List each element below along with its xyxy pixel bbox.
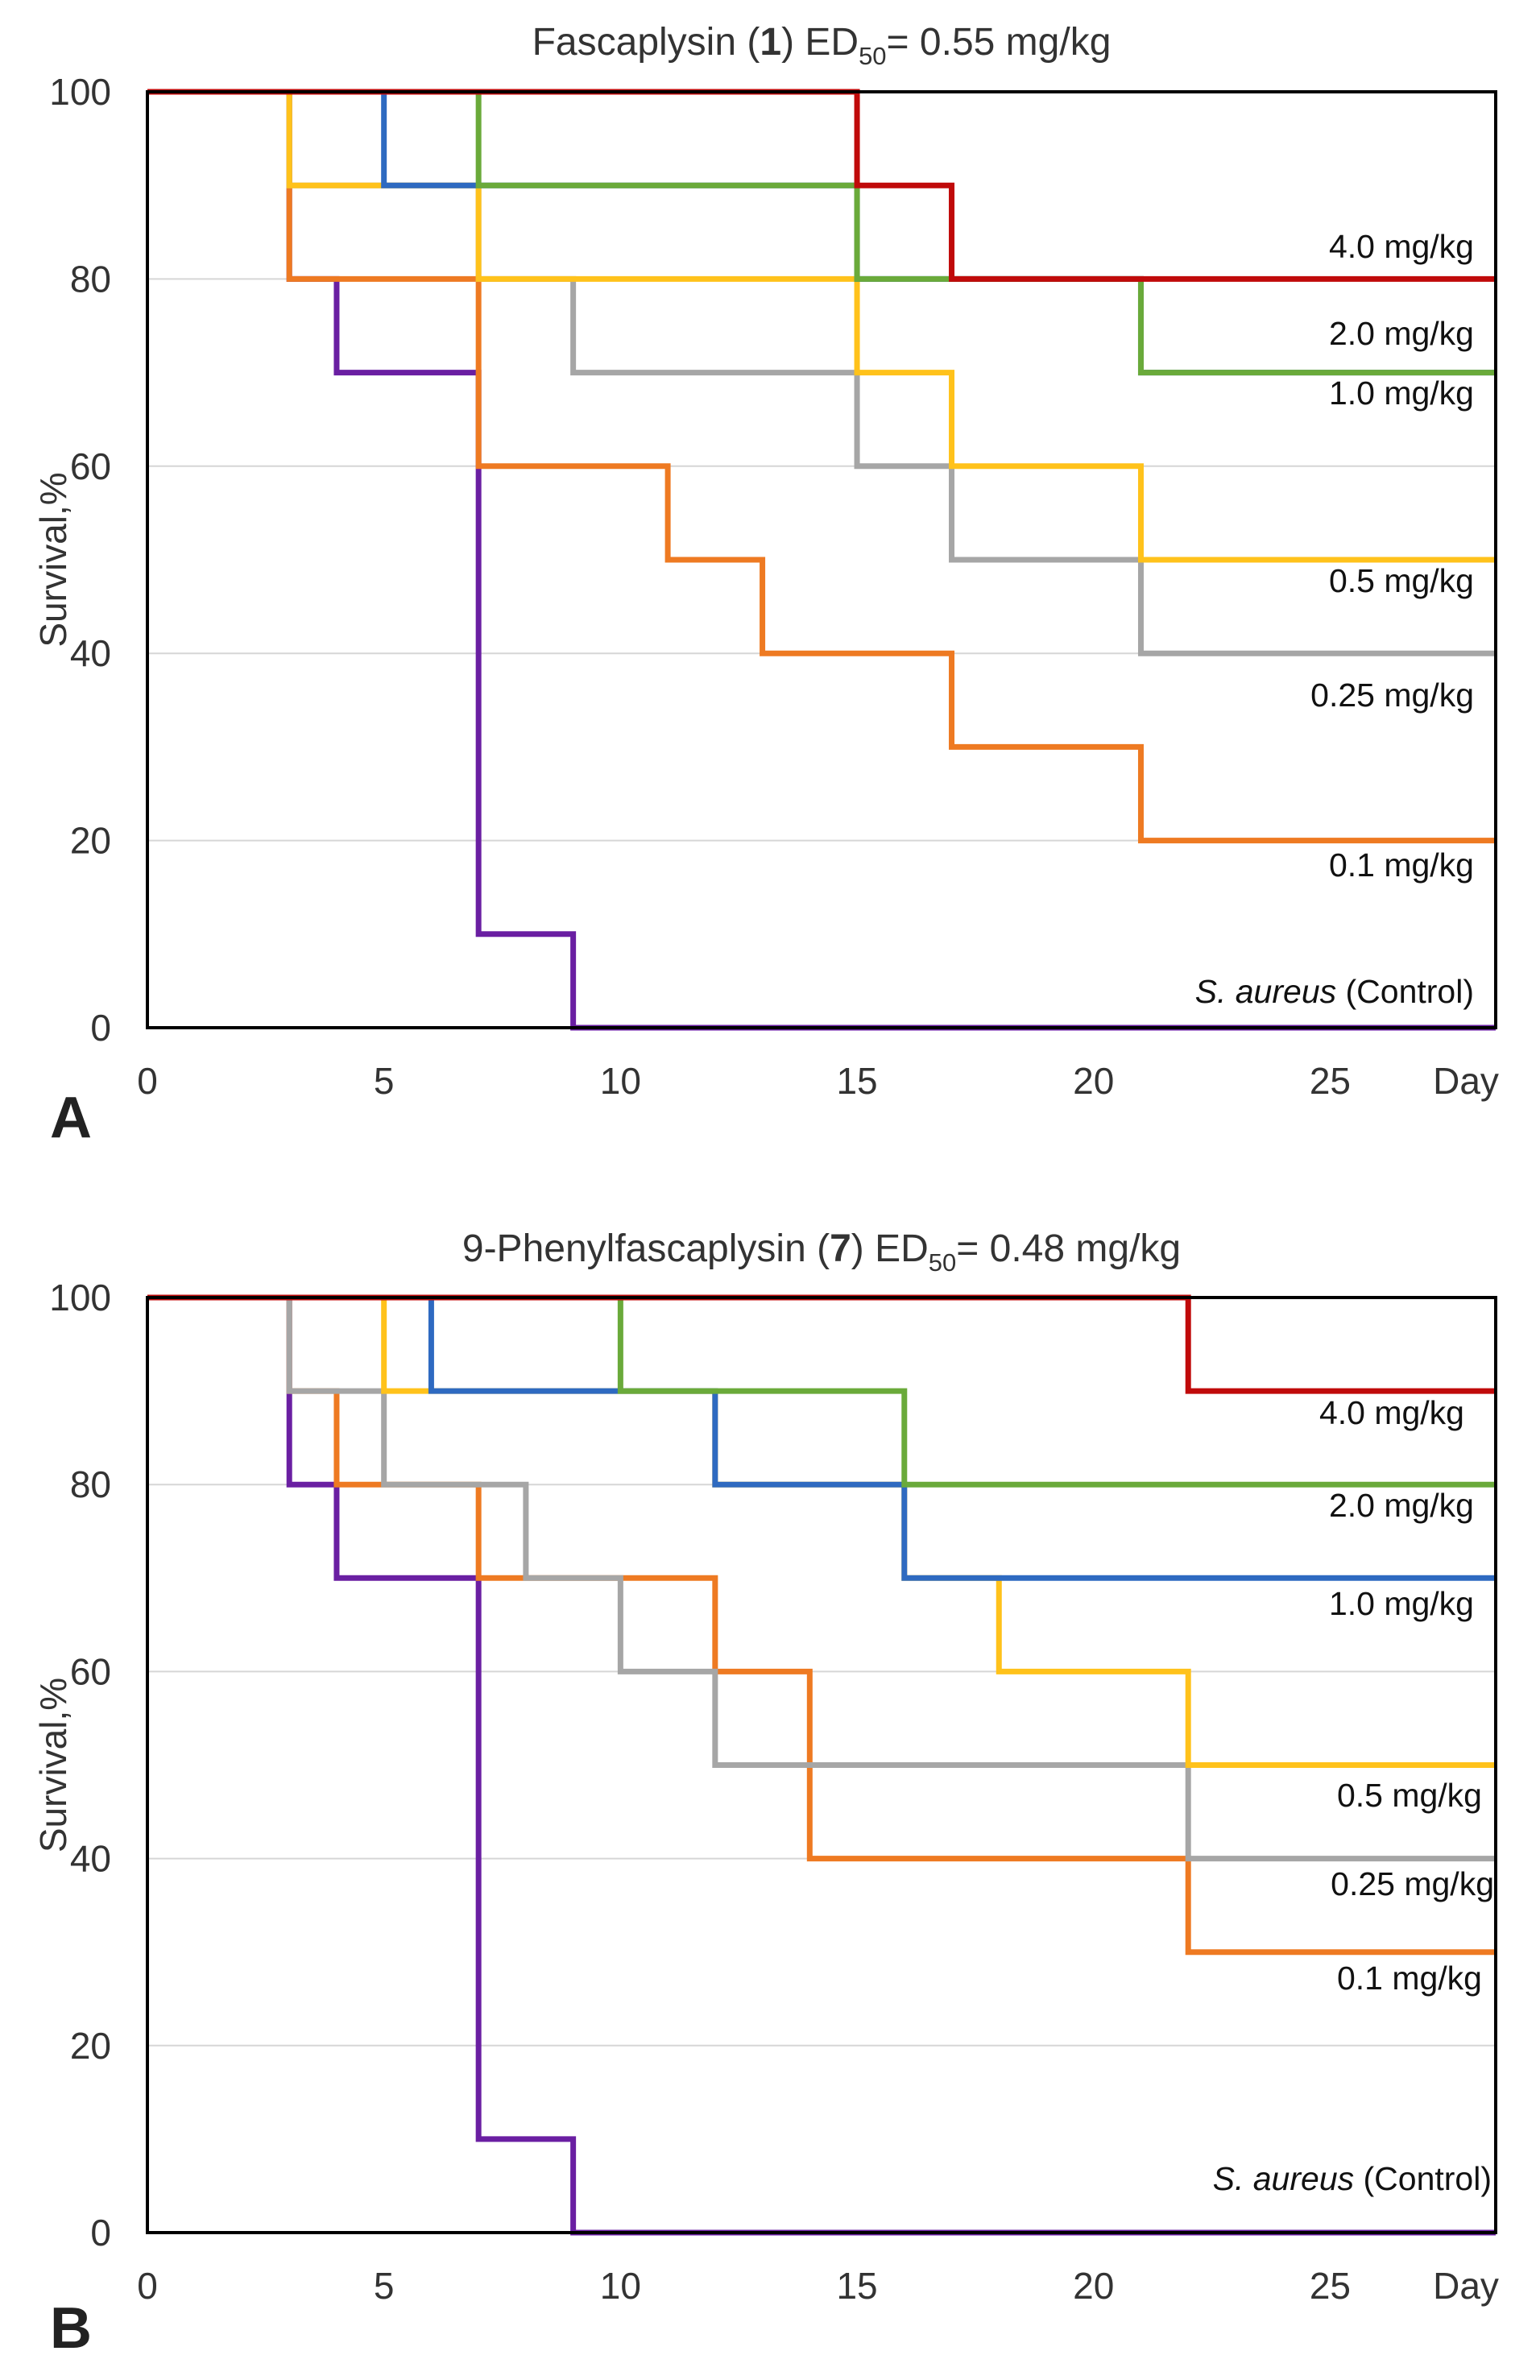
series-label: 2.0 mg/kg bbox=[1329, 1487, 1474, 1524]
y-tick-label: 40 bbox=[70, 632, 111, 674]
series-line-0.25-mg-kg bbox=[147, 1294, 1496, 1862]
panel-label: A bbox=[50, 1086, 92, 1150]
x-tick-label: 20 bbox=[1073, 2265, 1114, 2307]
series-label: 1.0 mg/kg bbox=[1329, 1585, 1474, 1622]
x-tick-label: 10 bbox=[600, 1060, 641, 1102]
y-tick-label: 0 bbox=[90, 2212, 111, 2254]
x-tick-label: 25 bbox=[1310, 2265, 1351, 2307]
y-tick-label: 60 bbox=[70, 1650, 111, 1692]
series-line-0.5-mg-kg bbox=[147, 1294, 1496, 1768]
y-tick-label: 80 bbox=[70, 1463, 111, 1505]
series-line-4.0-mg-kg bbox=[147, 1294, 1496, 1394]
series-label: 0.25 mg/kg bbox=[1310, 677, 1474, 714]
series-label: 1.0 mg/kg bbox=[1329, 375, 1474, 412]
y-axis-label: Survival,% bbox=[32, 1678, 74, 1852]
series-label: 0.5 mg/kg bbox=[1337, 1777, 1482, 1814]
series-line-1.0-mg-kg bbox=[147, 89, 1496, 376]
panel-label: B bbox=[50, 2296, 92, 2361]
y-axis-label: Survival,% bbox=[32, 472, 74, 647]
x-tick-label: 15 bbox=[836, 1060, 877, 1102]
series-label: 2.0 mg/kg bbox=[1329, 315, 1474, 352]
series-label: 4.0 mg/kg bbox=[1319, 1394, 1464, 1431]
x-tick-label: 20 bbox=[1073, 1060, 1114, 1102]
series-label: 0.1 mg/kg bbox=[1329, 846, 1474, 884]
chart-panel-b: 9-Phenylfascaplysin (7) ED50= 0.48 mg/kg… bbox=[32, 1227, 1499, 2361]
series-line-0.1-mg-kg bbox=[147, 1294, 1496, 1956]
x-axis-label: Day bbox=[1433, 2265, 1499, 2307]
x-tick-label: 0 bbox=[137, 2265, 158, 2307]
x-tick-label: 5 bbox=[374, 2265, 395, 2307]
chart-title: 9-Phenylfascaplysin (7) ED50= 0.48 mg/kg bbox=[462, 1227, 1181, 1277]
series-line-0.5-mg-kg bbox=[147, 89, 1496, 563]
y-tick-label: 100 bbox=[49, 71, 111, 113]
plot-frame bbox=[146, 1296, 1497, 2234]
chart-panel-a: Fascaplysin (1) ED50= 0.55 mg/kg 0 20 40 60 8… bbox=[32, 21, 1499, 1150]
series-label: S. aureus (Control) bbox=[1195, 973, 1474, 1010]
x-tick-label: 15 bbox=[836, 2265, 877, 2307]
y-tick-label: 20 bbox=[70, 820, 111, 862]
x-axis-label: Day bbox=[1433, 1060, 1499, 1102]
chart-title: Fascaplysin (1) ED50= 0.55 mg/kg bbox=[532, 21, 1112, 70]
series-label: 0.5 mg/kg bbox=[1329, 562, 1474, 599]
x-tick-label: 10 bbox=[600, 2265, 641, 2307]
x-tick-label: 25 bbox=[1310, 1060, 1351, 1102]
y-tick-label: 40 bbox=[70, 1838, 111, 1880]
series-label: 0.1 mg/kg bbox=[1337, 1960, 1482, 1997]
x-tick-label: 5 bbox=[374, 1060, 395, 1102]
y-tick-label: 60 bbox=[70, 445, 111, 487]
series-label: 0.25 mg/kg bbox=[1331, 1865, 1494, 1902]
y-tick-label: 20 bbox=[70, 2025, 111, 2067]
x-tick-label: 0 bbox=[137, 1060, 158, 1102]
y-tick-label: 80 bbox=[70, 258, 111, 300]
plot-frame bbox=[146, 90, 1497, 1029]
series-label: 4.0 mg/kg bbox=[1329, 228, 1474, 265]
y-tick-label: 100 bbox=[49, 1277, 111, 1318]
series-line-1.0-mg-kg bbox=[147, 1294, 1496, 1581]
series-label: S. aureus (Control) bbox=[1213, 2160, 1492, 2197]
y-tick-label: 0 bbox=[90, 1007, 111, 1049]
series-line-0.1-mg-kg bbox=[147, 89, 1496, 844]
series-line-2.0-mg-kg bbox=[147, 89, 1496, 376]
